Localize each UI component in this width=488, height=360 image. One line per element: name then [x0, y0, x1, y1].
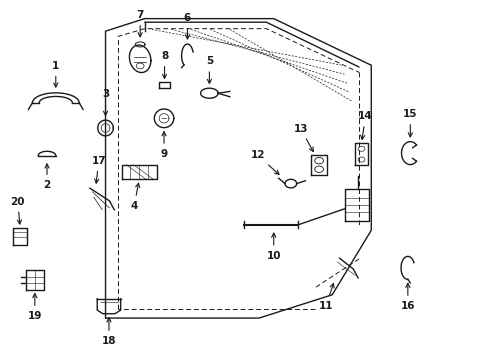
Text: 6: 6 — [183, 13, 191, 39]
Text: 7: 7 — [136, 10, 143, 37]
Text: 2: 2 — [43, 164, 51, 190]
Text: 15: 15 — [402, 109, 417, 137]
Text: 18: 18 — [102, 318, 116, 346]
Text: 19: 19 — [28, 293, 42, 321]
Text: 9: 9 — [160, 132, 167, 159]
Text: 8: 8 — [161, 51, 168, 78]
Text: 1: 1 — [52, 60, 60, 87]
Text: 10: 10 — [266, 233, 281, 261]
Text: 13: 13 — [293, 123, 313, 152]
Text: 5: 5 — [205, 56, 213, 84]
Text: 14: 14 — [357, 111, 372, 139]
Text: 4: 4 — [130, 183, 140, 211]
Text: 17: 17 — [91, 156, 106, 183]
Text: 11: 11 — [318, 284, 333, 311]
Text: 20: 20 — [10, 197, 25, 224]
Text: 3: 3 — [102, 89, 109, 115]
Text: 16: 16 — [400, 283, 414, 311]
Text: 12: 12 — [250, 150, 279, 175]
